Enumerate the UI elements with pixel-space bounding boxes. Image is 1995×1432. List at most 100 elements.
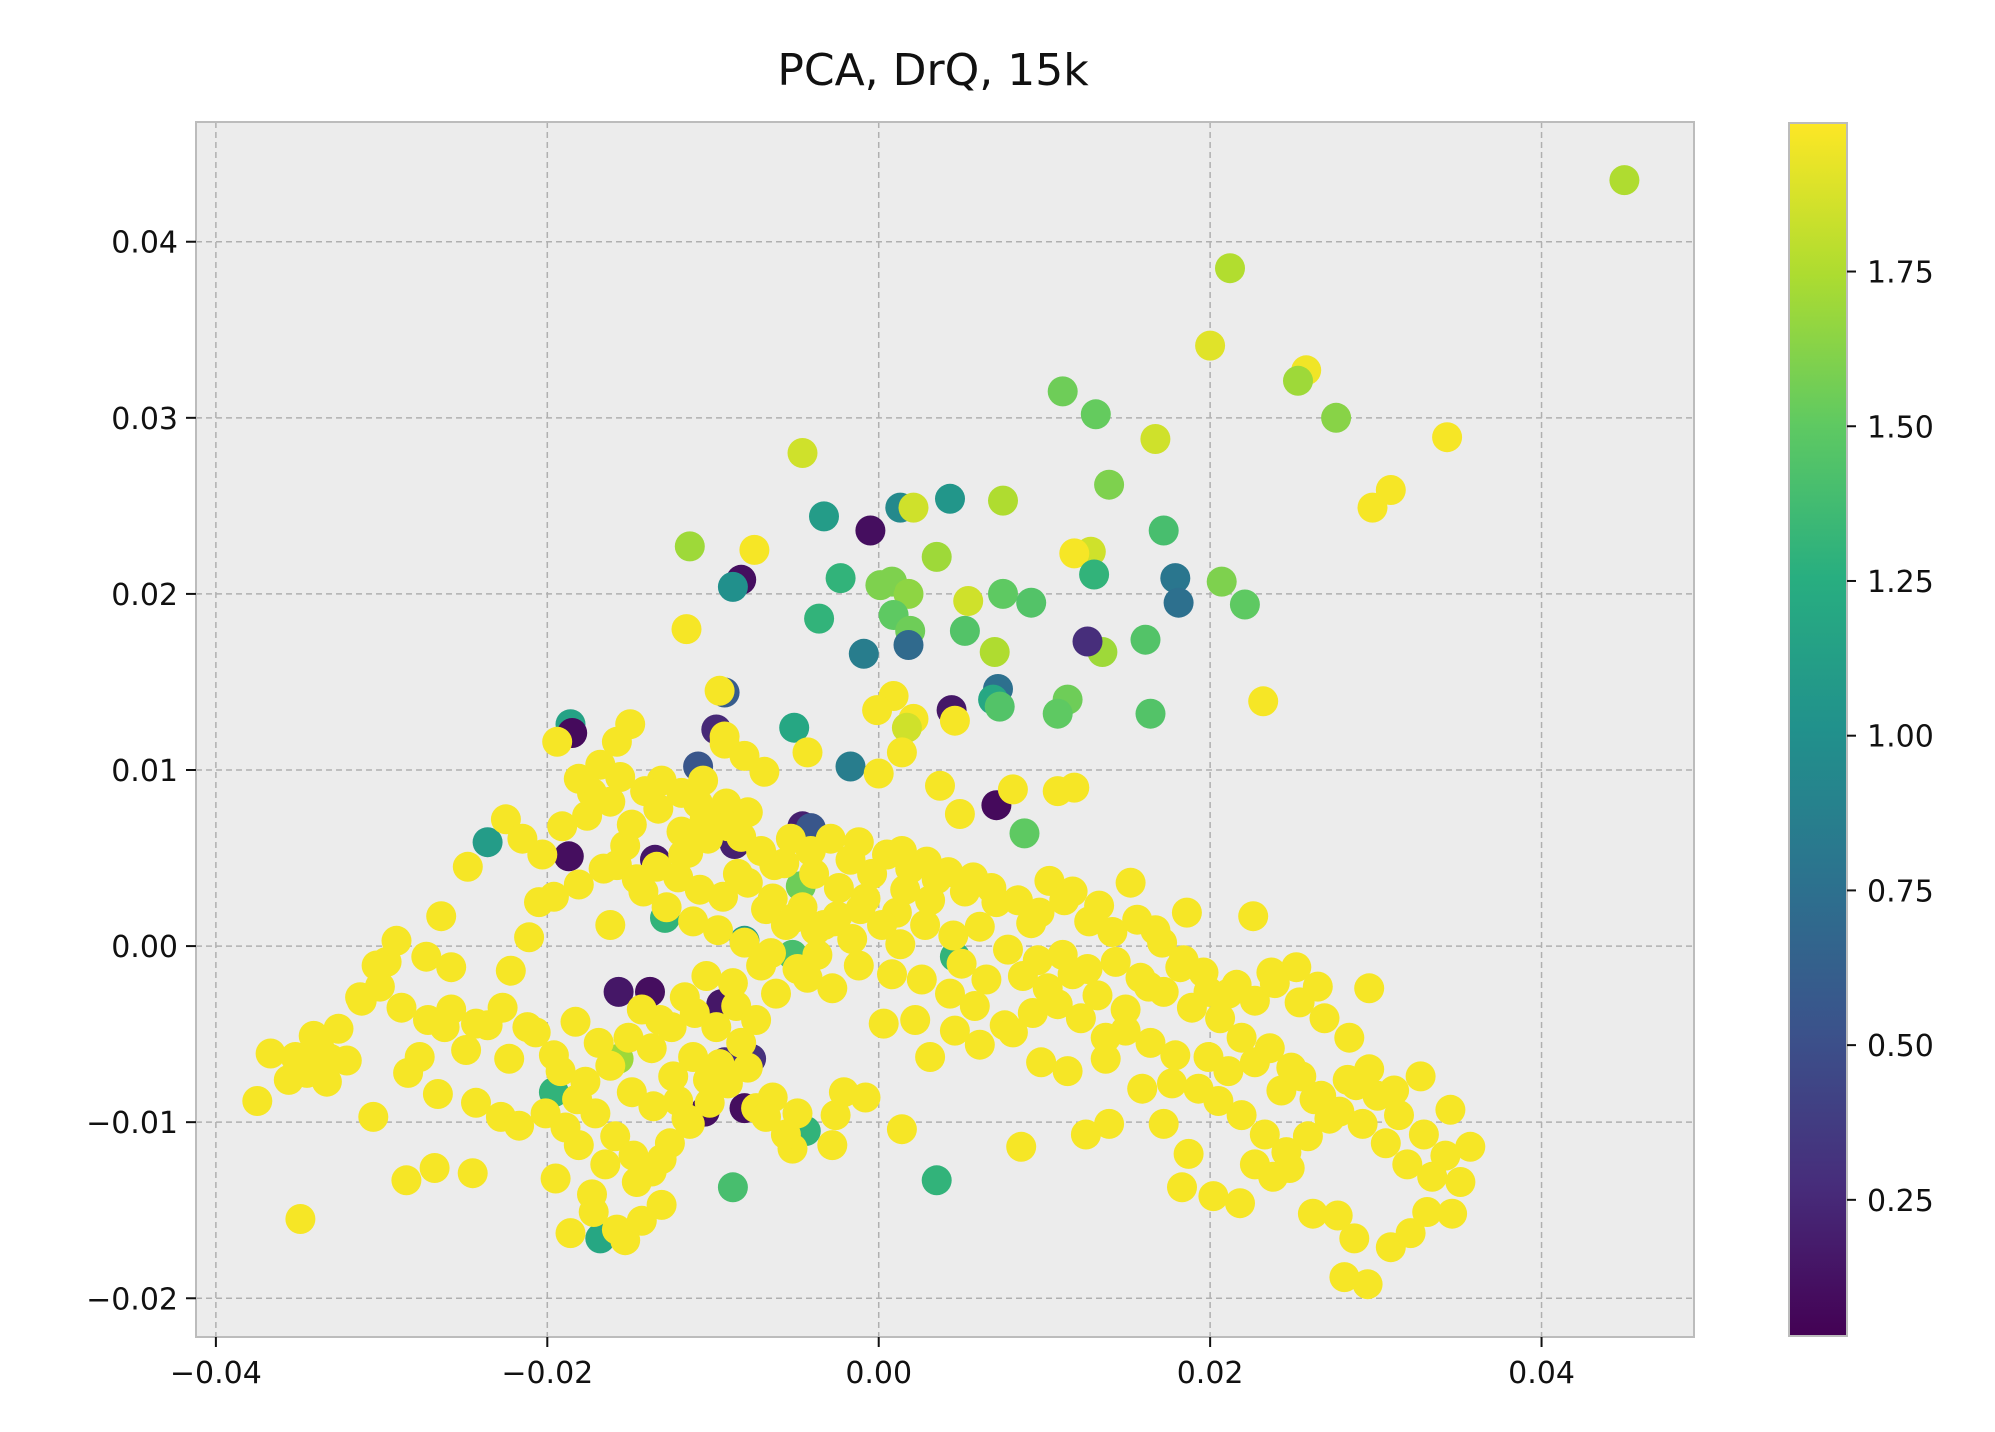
scatter-point — [547, 811, 578, 842]
scatter-point — [1341, 1070, 1371, 1101]
scatter-point — [563, 763, 594, 794]
colorbar-tick-label: 0.50 — [1867, 1029, 1934, 1064]
scatter-point — [426, 901, 457, 932]
scatter-point — [910, 910, 941, 940]
scatter-point — [636, 1033, 667, 1064]
scatter-point — [701, 1012, 732, 1043]
scatter-point — [1609, 165, 1640, 196]
scatter-point — [386, 992, 417, 1023]
scatter-point — [1226, 1100, 1257, 1131]
scatter-point — [436, 952, 467, 983]
scatter-point — [429, 1012, 460, 1043]
scatter-point — [1339, 1223, 1370, 1254]
scatter-point — [595, 786, 626, 817]
scatter-point — [1412, 1197, 1443, 1227]
scatter-point — [673, 837, 704, 868]
scatter-point — [1297, 1198, 1328, 1229]
scatter-point — [757, 883, 788, 914]
scatter-point — [1065, 1003, 1096, 1034]
scatter-point — [822, 901, 853, 932]
scatter-point — [504, 1110, 535, 1141]
scatter-point — [944, 799, 975, 829]
x-tick-label: −0.02 — [501, 1356, 593, 1391]
scatter-point — [729, 927, 760, 958]
scatter-point — [578, 1197, 609, 1227]
scatter-point — [1157, 1068, 1187, 1099]
colorbar-tick-label: 0.75 — [1867, 874, 1934, 909]
scatter-point — [820, 1100, 851, 1131]
scatter-point — [595, 910, 626, 940]
scatter-point — [703, 915, 733, 946]
scatter-point — [580, 1098, 611, 1129]
scatter-point — [1206, 566, 1237, 597]
scatter-point — [1042, 989, 1073, 1020]
scatter-point — [976, 873, 1007, 903]
scatter-point — [616, 1077, 647, 1108]
scatter-point — [921, 1165, 952, 1196]
data-points — [242, 165, 1640, 1300]
scatter-point — [1281, 952, 1312, 983]
scatter-point — [850, 1082, 881, 1113]
y-axis: −0.02 −0.01 0.00 0.01 0.02 0.03 0.04 — [86, 226, 196, 1317]
grid — [196, 122, 1694, 1337]
scatter-point — [1205, 1003, 1236, 1034]
plot-frame — [195, 121, 1695, 1338]
scatter-point — [979, 637, 1010, 667]
scatter-point — [802, 939, 833, 970]
scatter-point — [1254, 1033, 1285, 1064]
scatter-point — [530, 1098, 561, 1129]
scatter-point — [1082, 980, 1113, 1011]
scatter-point — [988, 578, 1018, 609]
scatter-point — [1357, 492, 1388, 523]
scatter-point — [1176, 992, 1207, 1023]
scatter-point — [868, 1008, 899, 1039]
scatter-point — [358, 1101, 389, 1132]
scatter-point — [391, 1165, 422, 1196]
scatter-point — [1110, 994, 1141, 1025]
y-tick-label: 0.01 — [111, 754, 178, 789]
scatter-point — [422, 1079, 453, 1109]
scatter-point — [997, 774, 1028, 805]
scatter-point — [843, 950, 874, 981]
scatter-point — [959, 991, 990, 1021]
scatter-point — [1016, 587, 1047, 618]
scatter-point — [939, 705, 970, 736]
scatter-point — [984, 691, 1015, 722]
scatter-point — [1147, 927, 1178, 958]
scatter-point — [361, 950, 392, 981]
scatter-point — [732, 1052, 763, 1083]
scatter-point — [590, 1149, 621, 1180]
scatter-point — [1276, 1052, 1307, 1083]
scatter-point — [1074, 906, 1105, 937]
scatter-point — [1059, 772, 1090, 803]
scatter-point — [717, 571, 748, 602]
scatter-point — [862, 695, 893, 726]
scatter-point — [514, 922, 545, 953]
scatter-point — [817, 973, 848, 1004]
x-tick-label: 0.00 — [845, 1356, 912, 1391]
scatter-point — [495, 955, 526, 986]
scatter-point — [855, 515, 886, 546]
scatter-point — [311, 1066, 342, 1097]
scatter-point — [1370, 1128, 1401, 1159]
scatter-point — [583, 1027, 614, 1058]
scatter-point — [1140, 424, 1171, 454]
scatter-point — [1097, 917, 1128, 947]
scatter-point — [600, 1121, 631, 1152]
scatter-point — [911, 846, 942, 877]
y-tick-label: 0.03 — [111, 402, 178, 437]
scatter-point — [1435, 1094, 1466, 1125]
scatter-point — [1352, 1269, 1383, 1300]
scatter-point — [691, 961, 722, 991]
scatter-point — [845, 894, 876, 925]
scatter-point — [787, 438, 818, 468]
scatter-point — [1017, 998, 1048, 1028]
scatter-point — [1271, 1137, 1302, 1168]
scatter-point — [1022, 945, 1053, 976]
scatter-point — [527, 839, 558, 870]
scatter-point — [1160, 1040, 1191, 1071]
scatter-point — [1080, 399, 1111, 430]
scatter-point — [964, 1029, 995, 1060]
scatter-point — [746, 836, 777, 866]
